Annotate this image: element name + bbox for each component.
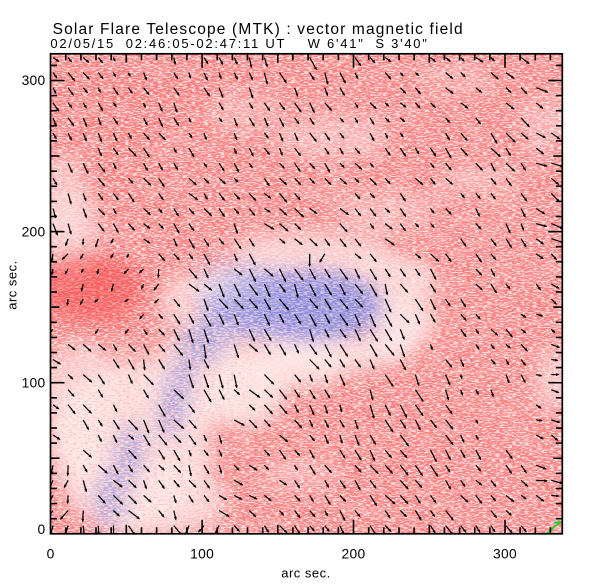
- svg-text:0: 0: [47, 547, 55, 562]
- svg-text:300: 300: [493, 547, 517, 562]
- svg-text:100: 100: [22, 375, 46, 390]
- svg-text:Solar Flare Telescope (MTK) :: Solar Flare Telescope (MTK) : vector mag…: [53, 21, 464, 38]
- svg-text:100: 100: [190, 547, 214, 562]
- svg-text:200: 200: [22, 224, 46, 239]
- svg-text:arc sec.: arc sec.: [5, 260, 20, 310]
- svg-text:0: 0: [38, 522, 46, 537]
- svg-text:200: 200: [342, 547, 366, 562]
- svg-text:300: 300: [22, 73, 46, 88]
- svg-text:02/05/15 02:46:05-02:47:11 UT: 02/05/15 02:46:05-02:47:11 UT W 6'41" S …: [50, 36, 428, 51]
- svg-text:arc sec.: arc sec.: [281, 566, 331, 581]
